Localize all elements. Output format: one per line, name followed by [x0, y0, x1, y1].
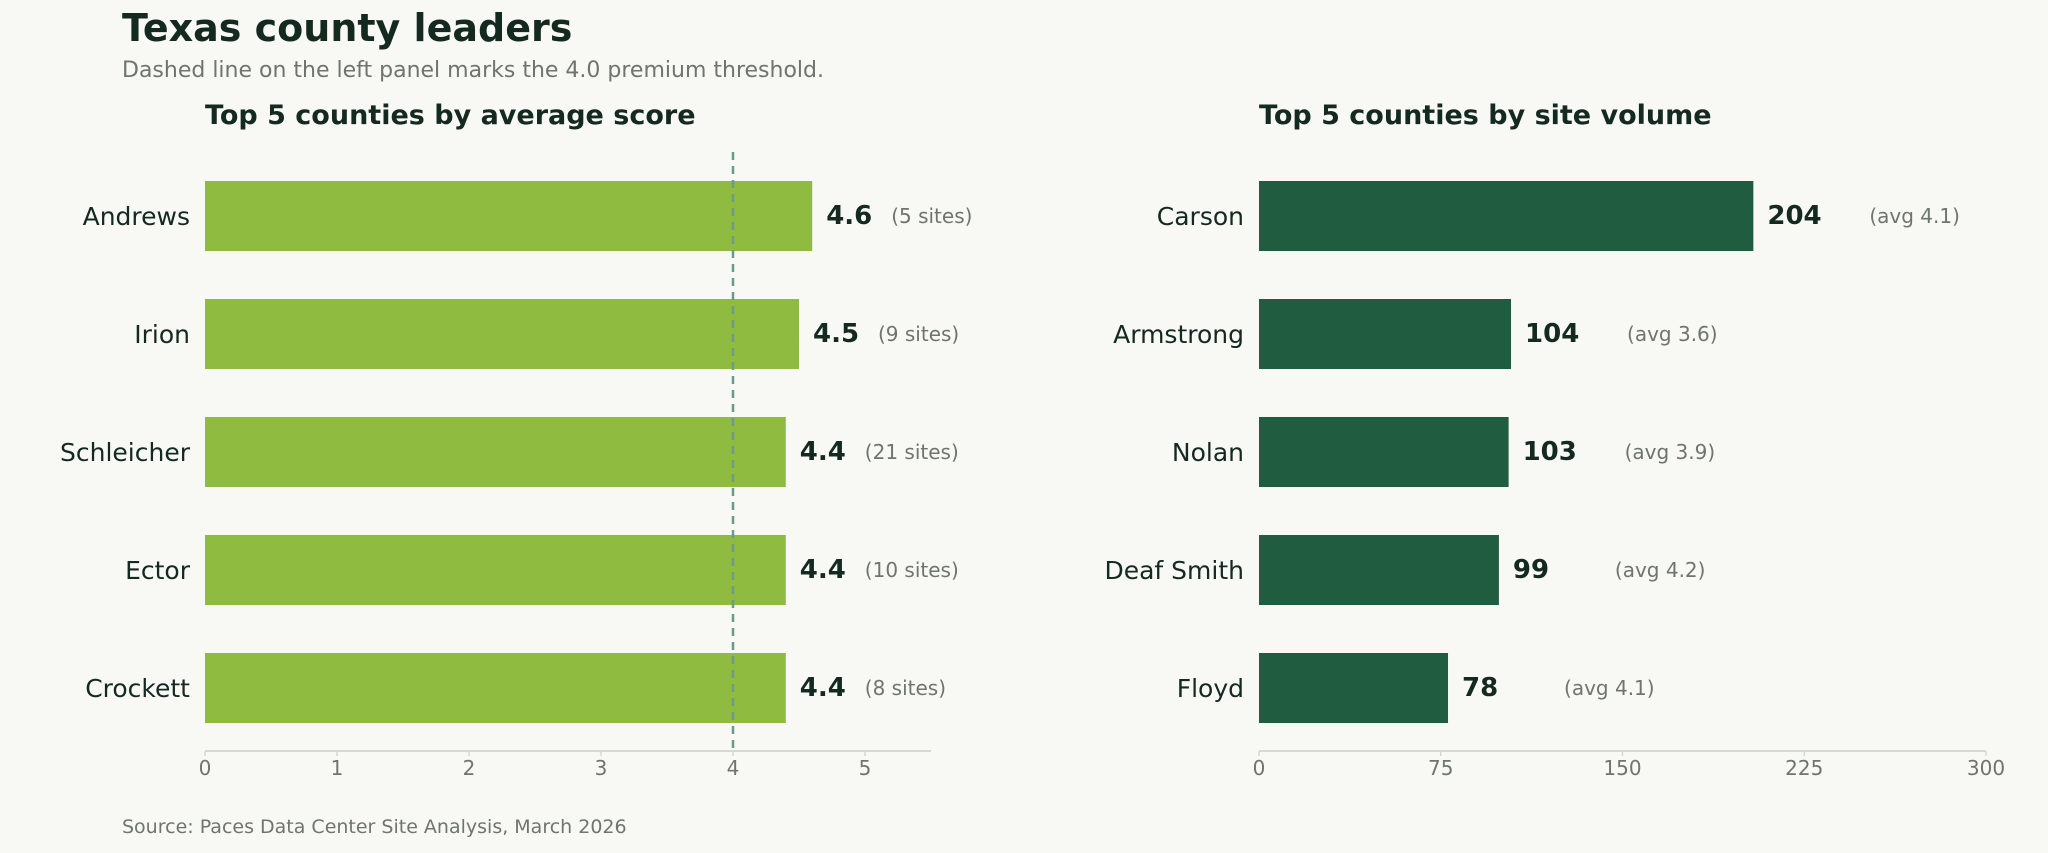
- data-label: 4.4: [800, 673, 846, 703]
- data-label: 204: [1767, 201, 1821, 231]
- chart-average-score: Top 5 counties by average score 0 1 2 3 4 5 An…: [60, 100, 972, 780]
- bar: [205, 653, 786, 723]
- x-tick-label: 75: [1428, 756, 1453, 780]
- bar: [1259, 535, 1499, 605]
- data-annotation: (avg 3.9): [1625, 440, 1716, 464]
- data-label: 4.4: [800, 437, 846, 467]
- chart-title: Top 5 counties by average score: [205, 100, 696, 131]
- data-label: 99: [1513, 555, 1549, 585]
- category-label: Crockett: [85, 674, 190, 703]
- x-tick-label: 225: [1785, 756, 1823, 780]
- data-label: 78: [1462, 673, 1498, 703]
- bar: [205, 535, 786, 605]
- data-label: 104: [1525, 319, 1579, 349]
- x-tick-label: 2: [463, 756, 476, 780]
- category-label: Irion: [134, 320, 190, 349]
- bar: [1259, 417, 1509, 487]
- data-annotation: (5 sites): [891, 204, 972, 228]
- data-annotation: (21 sites): [865, 440, 959, 464]
- x-tick-label: 0: [1253, 756, 1266, 780]
- bar: [205, 299, 799, 369]
- bar: [205, 417, 786, 487]
- data-annotation: (avg 4.2): [1615, 558, 1706, 582]
- bar: [1259, 653, 1449, 723]
- category-label: Andrews: [83, 202, 190, 231]
- chart-title: Top 5 counties by site volume: [1259, 100, 1712, 131]
- data-annotation: (avg 4.1): [1564, 676, 1655, 700]
- x-tick-label: 150: [1603, 756, 1641, 780]
- bar: [1259, 299, 1512, 369]
- bar: [205, 181, 813, 251]
- data-annotation: (8 sites): [865, 676, 946, 700]
- data-annotation: (10 sites): [865, 558, 959, 582]
- x-tick-label: 5: [859, 756, 872, 780]
- x-tick-label: 300: [1967, 756, 2005, 780]
- chart-site-volume: Top 5 counties by site volume 0 75 150 225 3…: [1104, 100, 2005, 780]
- data-label: 103: [1523, 437, 1577, 467]
- category-label: Armstrong: [1113, 320, 1244, 349]
- category-label: Floyd: [1177, 674, 1244, 703]
- source-note: Source: Paces Data Center Site Analysis,…: [122, 816, 627, 838]
- x-tick-label: 3: [595, 756, 608, 780]
- data-annotation: (avg 4.1): [1869, 204, 1960, 228]
- category-label: Ector: [125, 556, 191, 585]
- category-label: Nolan: [1172, 438, 1244, 467]
- category-label: Deaf Smith: [1104, 556, 1244, 585]
- bar: [1259, 181, 1754, 251]
- x-tick-label: 4: [727, 756, 740, 780]
- data-label: 4.4: [800, 555, 846, 585]
- category-label: Carson: [1157, 202, 1244, 231]
- data-annotation: (9 sites): [878, 322, 959, 346]
- data-annotation: (avg 3.6): [1627, 322, 1718, 346]
- data-label: 4.6: [826, 201, 872, 231]
- page-title: Texas county leaders: [122, 6, 573, 50]
- x-tick-label: 1: [331, 756, 344, 780]
- page-subtitle: Dashed line on the left panel marks the …: [122, 58, 824, 83]
- category-label: Schleicher: [60, 438, 191, 467]
- data-label: 4.5: [813, 319, 859, 349]
- x-tick-label: 0: [199, 756, 212, 780]
